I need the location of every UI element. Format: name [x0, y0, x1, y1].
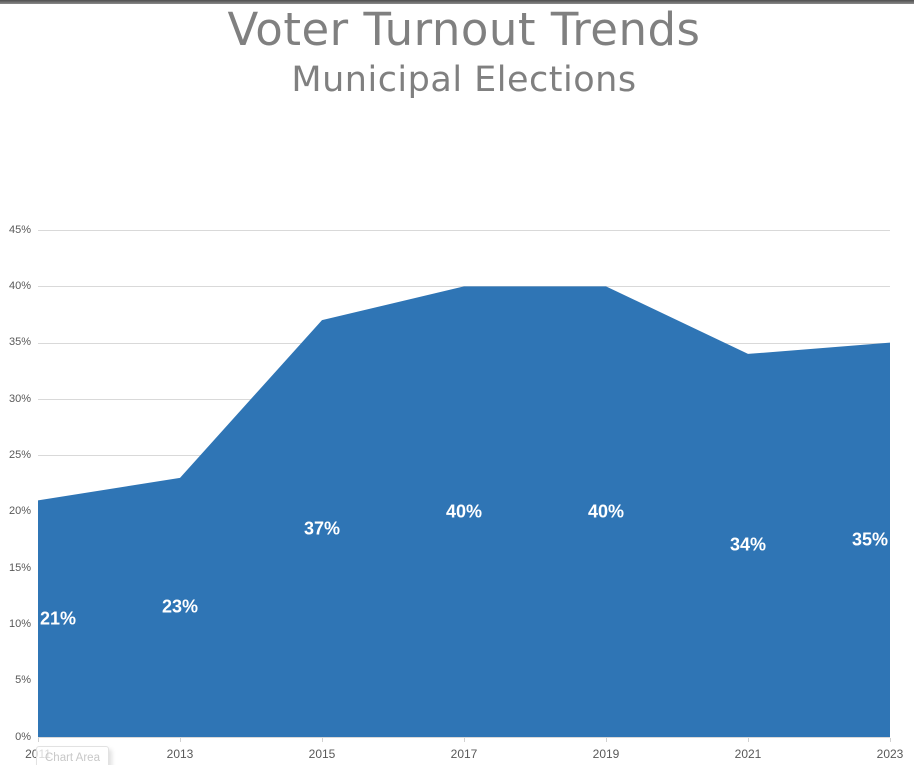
- y-axis-label: 40%: [8, 279, 31, 292]
- data-label: 23%: [161, 596, 199, 617]
- data-label: 37%: [303, 518, 341, 539]
- y-axis-label: 25%: [8, 448, 31, 461]
- x-axis-label: 2019: [592, 747, 620, 761]
- y-axis-label: 30%: [8, 392, 31, 405]
- gridline: [38, 342, 890, 344]
- chart-subtitle: Municipal Elections: [291, 60, 637, 100]
- x-axis-label: 2021: [734, 747, 762, 761]
- data-label: 21%: [39, 608, 77, 629]
- x-axis-line: [38, 737, 890, 738]
- y-axis-label: 15%: [8, 561, 31, 574]
- gridline: [38, 230, 890, 231]
- gridline: [38, 680, 890, 682]
- x-axis-tick: [890, 738, 891, 742]
- x-axis-tick: [322, 738, 323, 742]
- chart-area-tooltip: Chart Area: [36, 746, 109, 765]
- title-block: Voter Turnout Trends Municipal Elections: [38, 2, 890, 102]
- x-axis-tick: [180, 738, 181, 742]
- gridline: [38, 399, 890, 400]
- gridline: [38, 568, 890, 569]
- x-axis-tick: [38, 738, 39, 742]
- x-axis-label: 2017: [450, 747, 478, 761]
- x-axis-label: 2023: [876, 747, 904, 761]
- data-label: 35%: [851, 529, 889, 550]
- top-accent-bar: [0, 0, 914, 4]
- gridline: [38, 286, 890, 288]
- x-axis-tick: [748, 738, 749, 742]
- x-axis-label: 2013: [166, 747, 194, 761]
- data-label: 40%: [445, 501, 483, 522]
- y-axis-label: 0%: [15, 730, 31, 743]
- y-axis-label: 10%: [8, 617, 31, 630]
- data-label: 34%: [729, 534, 767, 555]
- x-axis-label: 2015: [308, 747, 336, 761]
- chart-title: Voter Turnout Trends: [227, 3, 701, 56]
- y-axis-label: 5%: [15, 674, 31, 687]
- gridline: [38, 624, 890, 626]
- chart-area-tooltip-label: Chart Area: [45, 752, 100, 764]
- x-axis-tick: [606, 738, 607, 742]
- y-axis-label: 35%: [8, 336, 31, 349]
- y-axis-label: 45%: [8, 223, 31, 236]
- data-label: 40%: [587, 501, 625, 522]
- x-axis-tick: [464, 738, 465, 742]
- y-axis-label: 20%: [8, 505, 31, 518]
- gridline: [38, 455, 890, 457]
